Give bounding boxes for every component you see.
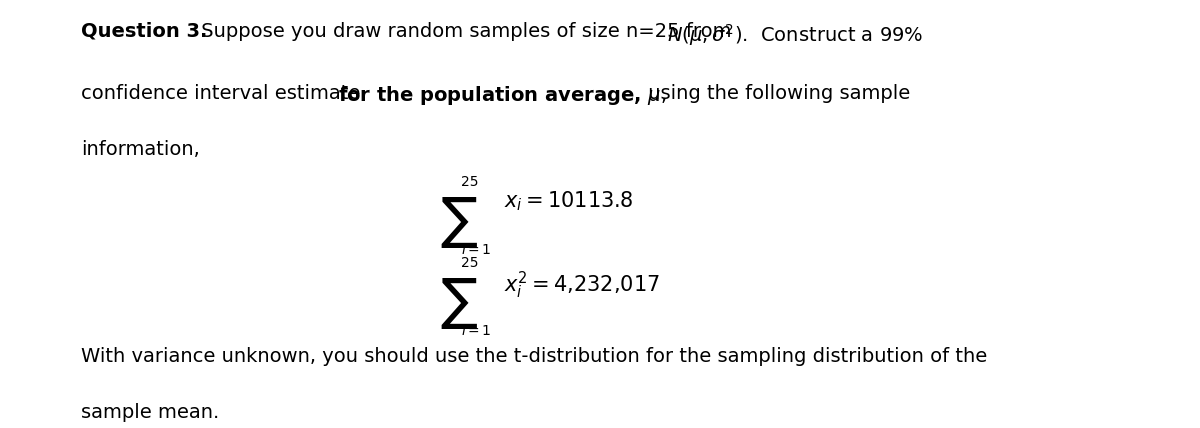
Text: information,: information,: [82, 140, 200, 158]
Text: $i=1$: $i=1$: [461, 323, 492, 338]
Text: $x_i = 10113.8$: $x_i = 10113.8$: [504, 189, 634, 213]
Text: for the population average, $\mu,$: for the population average, $\mu,$: [338, 84, 667, 107]
Text: With variance unknown, you should use the t-distribution for the sampling distri: With variance unknown, you should use th…: [82, 348, 988, 366]
Text: $\sum$: $\sum$: [440, 196, 478, 250]
Text: $x_i^2 = 4{,}232{,}017$: $x_i^2 = 4{,}232{,}017$: [504, 270, 660, 301]
Text: 25: 25: [461, 256, 478, 270]
Text: Question 3.: Question 3.: [82, 22, 208, 41]
Text: $\sum$: $\sum$: [440, 276, 478, 331]
Text: $i=1$: $i=1$: [461, 242, 492, 257]
Text: confidence interval estimate: confidence interval estimate: [82, 84, 367, 103]
Text: Suppose you draw random samples of size n=25 from: Suppose you draw random samples of size …: [194, 22, 738, 41]
Text: 25: 25: [461, 175, 478, 189]
Text: sample mean.: sample mean.: [82, 403, 220, 422]
Text: using the following sample: using the following sample: [642, 84, 910, 103]
Text: $N(\mu, \sigma^2)$.  Construct a 99%: $N(\mu, \sigma^2)$. Construct a 99%: [667, 22, 924, 48]
